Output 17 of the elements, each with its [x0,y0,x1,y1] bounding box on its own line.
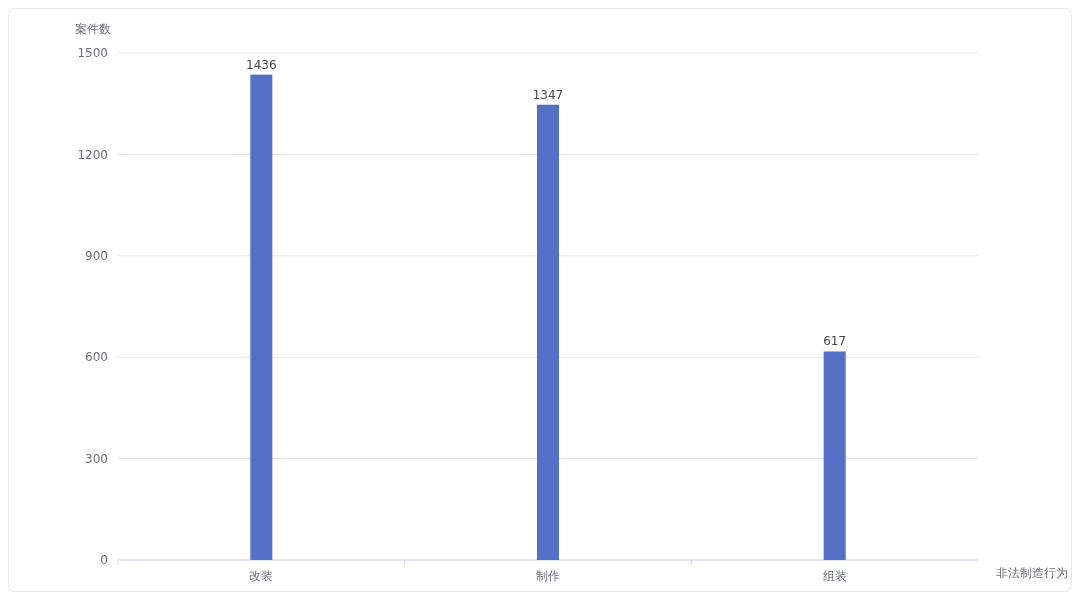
y-tick-label: 600 [85,350,108,365]
y-tick-label: 1500 [77,46,108,61]
y-tick-label: 300 [85,451,108,466]
bar [250,74,273,560]
bar [537,104,559,560]
bar [823,351,846,560]
y-tick-label: 900 [85,249,108,263]
y-tick-label: 1200 [77,147,108,162]
data-label: 1347 [532,87,564,102]
x-tick-label: 改装 [249,569,274,583]
x-axis-title: 非法制造行为 [996,566,1068,580]
data-label: 617 [823,334,847,349]
x-tick-label: 组装 [822,569,847,583]
data-label: 1436 [246,57,277,72]
y-axis-title: 案件数 [75,22,111,36]
y-tick-label: 0 [100,553,108,568]
x-tick-label: 制作 [536,569,560,583]
